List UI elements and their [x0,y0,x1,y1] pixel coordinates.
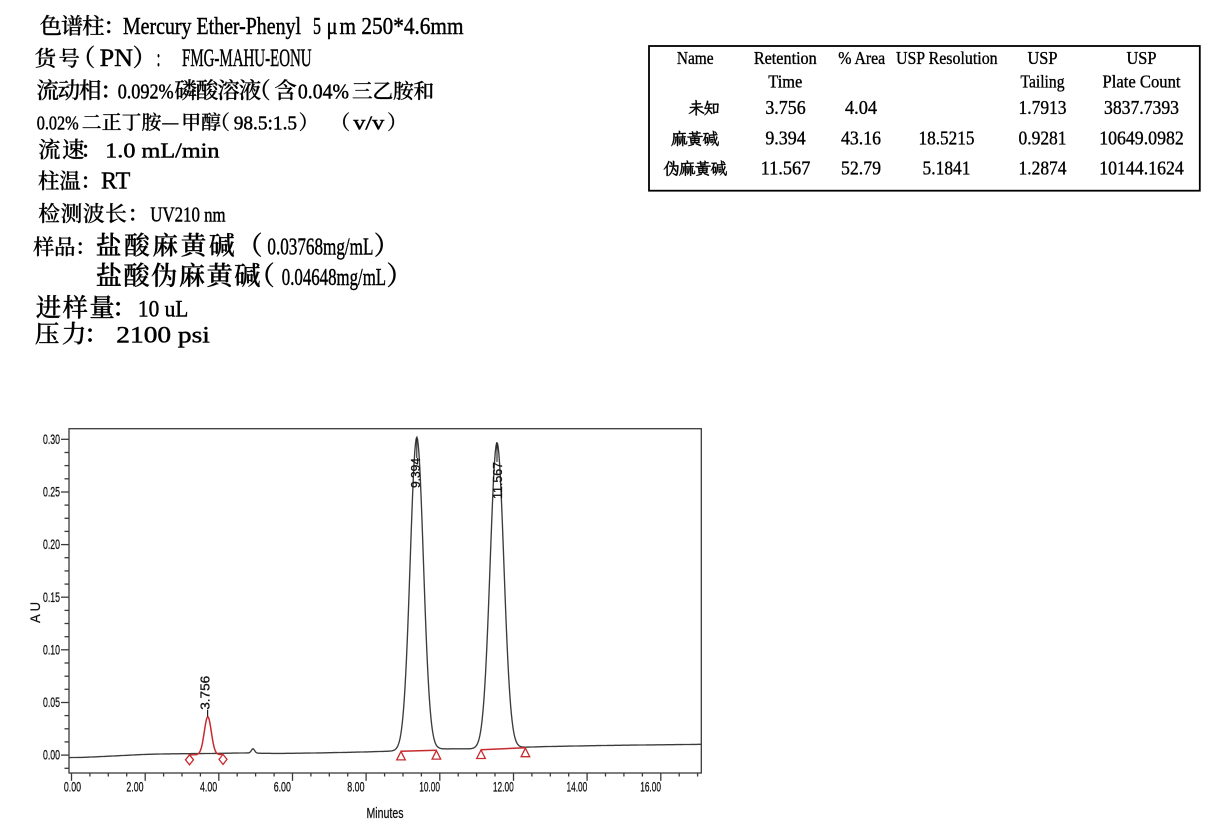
svg-text:USP: USP [1127,48,1157,68]
svg-text:0.05: 0.05 [43,695,60,710]
svg-text:1.0 mL/min: 1.0 mL/min [105,139,220,163]
svg-text:11.567: 11.567 [490,462,505,499]
svg-text:0.02%: 0.02% [37,112,79,134]
svg-text:Name: Name [677,48,714,68]
svg-text:10144.1624: 10144.1624 [1099,158,1184,179]
svg-text:0.20: 0.20 [43,537,60,552]
svg-text:Mercury Ether-Phenyl: Mercury Ether-Phenyl [123,13,301,40]
svg-text:5.1841: 5.1841 [923,158,971,179]
svg-text:4.00: 4.00 [200,780,217,795]
svg-text:v/v: v/v [353,112,384,134]
svg-text:FMG-MAHU-EONU: FMG-MAHU-EONU [182,43,312,72]
svg-text:0.04%: 0.04% [298,81,349,103]
svg-text:RT: RT [101,168,130,195]
svg-text:6.00: 6.00 [274,780,291,795]
svg-text:10 uL: 10 uL [138,297,188,323]
svg-text:0.092%: 0.092% [118,81,174,103]
svg-text:0.03768mg/mL: 0.03768mg/mL [267,234,373,261]
svg-text:3.756: 3.756 [765,98,806,119]
svg-text:2.00: 2.00 [126,780,143,795]
svg-text:4.04: 4.04 [845,98,877,119]
svg-text:Retention: Retention [754,48,817,68]
svg-text:0.30: 0.30 [43,432,60,447]
svg-text:Plate Count: Plate Count [1103,72,1181,92]
svg-text:52.79: 52.79 [841,158,881,179]
svg-text:Time: Time [768,72,802,92]
svg-text:10649.0982: 10649.0982 [1099,129,1184,150]
svg-text:0.10: 0.10 [43,642,60,657]
svg-text:9.394: 9.394 [408,458,423,488]
svg-text:12.00: 12.00 [493,780,514,795]
svg-text:USP Resolution: USP Resolution [896,48,998,68]
svg-text:USP: USP [1028,48,1058,68]
svg-text:0.9281: 0.9281 [1019,129,1067,150]
svg-text:43.16: 43.16 [841,129,881,150]
svg-text:2100 psi: 2100 psi [116,323,210,348]
svg-text:μ: μ [327,13,338,40]
svg-text:UV210 nm: UV210 nm [150,202,226,226]
svg-text:Tailing: Tailing [1021,72,1065,92]
svg-text:A U: A U [28,602,43,623]
svg-text:14.00: 14.00 [567,780,588,795]
svg-text:11.567: 11.567 [761,158,811,179]
svg-text:0.00: 0.00 [43,748,60,763]
svg-text:0.25: 0.25 [43,485,60,500]
svg-text:3.756: 3.756 [197,676,212,710]
svg-text:0.15: 0.15 [43,590,60,605]
svg-text:0.04648mg/mL: 0.04648mg/mL [282,264,386,291]
svg-text:Minutes: Minutes [367,805,404,822]
svg-text:10.00: 10.00 [419,780,440,795]
svg-text:0.00: 0.00 [64,780,81,795]
svg-text:% Area: % Area [838,48,885,68]
svg-text:5: 5 [313,13,321,40]
svg-text::: : [157,43,161,72]
svg-text:18.5215: 18.5215 [919,129,975,150]
svg-text:1.2874: 1.2874 [1019,158,1067,179]
svg-text:3837.7393: 3837.7393 [1104,98,1179,119]
svg-text:98.5:1.5: 98.5:1.5 [234,112,297,134]
svg-text:PN: PN [100,43,133,72]
svg-text:1.7913: 1.7913 [1019,98,1067,119]
svg-text:8.00: 8.00 [347,780,364,795]
svg-text:m 250*4.6mm: m 250*4.6mm [340,13,464,40]
svg-text:9.394: 9.394 [765,129,806,150]
svg-text:16.00: 16.00 [640,780,661,795]
